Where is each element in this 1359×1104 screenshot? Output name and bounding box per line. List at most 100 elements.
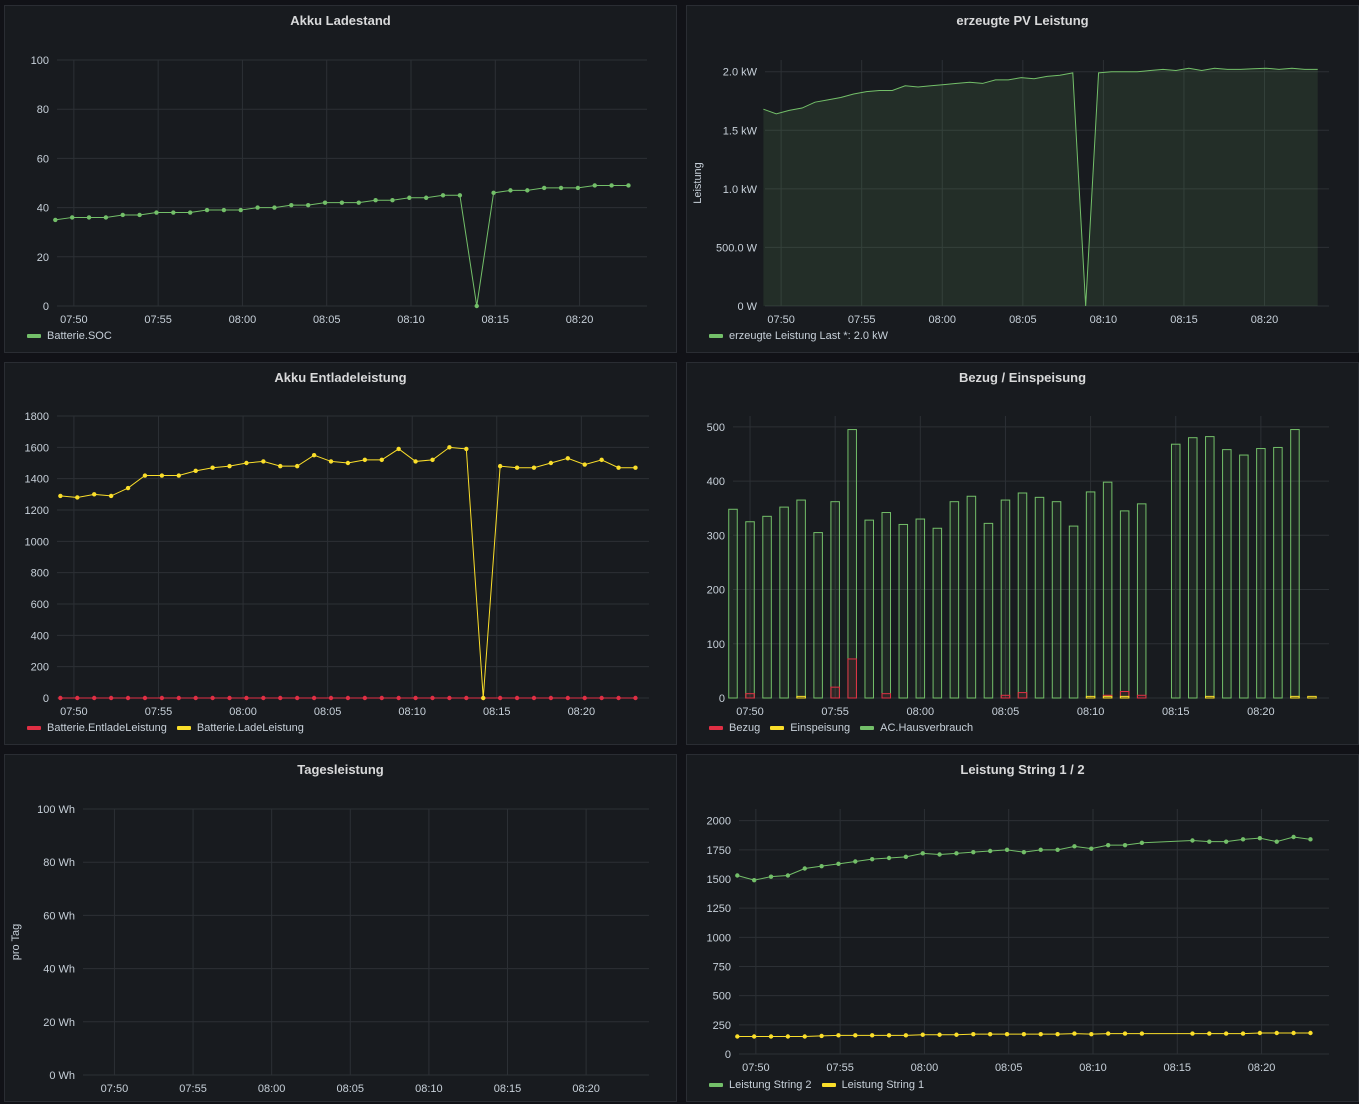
bar-bezug — [1000, 694, 1011, 699]
y-tick-label: 500 — [713, 991, 731, 1003]
y-tick-label: 1.5 kW — [723, 125, 758, 137]
data-point-leistung-string-2 — [1105, 842, 1111, 848]
data-point-batterie-soc — [541, 185, 547, 191]
bar-ac-hausverbrauch — [1205, 436, 1215, 699]
bar-ac-hausverbrauch — [1068, 525, 1079, 699]
data-point-batterie-entladeleistung — [514, 695, 520, 701]
y-tick-label: 500 — [707, 422, 725, 434]
bar-ac-hausverbrauch — [1273, 446, 1283, 699]
data-point-batterie-ladeleistung — [142, 473, 148, 478]
x-tick-label: 08:00 — [229, 314, 257, 326]
data-point-leistung-string-1 — [853, 1033, 858, 1038]
series-area-erzeugte-leistung — [763, 68, 1318, 306]
data-point-batterie-soc — [390, 198, 395, 203]
x-tick-label: 08:10 — [415, 1083, 443, 1095]
data-point-batterie-entladeleistung — [311, 695, 317, 701]
panel-akku-entladeleistung[interactable]: Akku Entladeleistung 0 200 400 600 800 1000 12… — [4, 362, 677, 745]
y-tick-label: 1800 — [25, 411, 49, 423]
panel-title[interactable]: Tagesleistung — [297, 762, 384, 777]
bar-ac-hausverbrauch — [1102, 481, 1113, 699]
data-point-leistung-string-2 — [1240, 837, 1246, 842]
legend: Bezug Einspeisung AC.Hausverbrauch — [709, 722, 973, 734]
legend-item[interactable]: Batterie.LadeLeistung — [176, 722, 304, 734]
bar-ac-hausverbrauch — [779, 506, 789, 699]
legend-item[interactable]: Batterie.EntladeLeistung — [27, 722, 167, 734]
data-point-leistung-string-2 — [1274, 839, 1279, 844]
data-point-leistung-string-2 — [987, 848, 993, 854]
y-tick-label: 40 — [37, 203, 49, 215]
data-point-batterie-soc — [356, 200, 361, 205]
panel-tagesleistung[interactable]: Tagesleistung 0 Wh 20 Wh 40 Wh 60 Wh 80 Wh 10… — [4, 754, 677, 1102]
x-tick-label: 08:15 — [1164, 1062, 1192, 1074]
x-tick-label: 07:50 — [742, 1062, 770, 1074]
data-point-batterie-soc — [558, 185, 564, 191]
data-point-batterie-ladeleistung — [481, 695, 486, 701]
x-tick-label: 08:20 — [1247, 706, 1275, 718]
data-point-leistung-string-1 — [751, 1034, 757, 1039]
data-point-leistung-string-1 — [920, 1032, 925, 1037]
legend-item[interactable]: erzeugte Leistung Last *: 2.0 kW — [709, 330, 888, 342]
legend-item[interactable]: Einspeisung — [770, 722, 850, 734]
panel-title[interactable]: Bezug / Einspeisung — [958, 370, 1087, 385]
bar-bezug — [745, 693, 755, 699]
legend-item[interactable]: Bezug — [709, 722, 760, 734]
legend-item[interactable]: Leistung String 1 — [821, 1079, 924, 1091]
data-point-leistung-string-1 — [1055, 1031, 1060, 1037]
x-tick-label: 08:15 — [483, 706, 511, 718]
data-point-leistung-string-1 — [802, 1034, 807, 1039]
legend-label: Batterie.LadeLeistung — [196, 722, 304, 734]
data-point-batterie-ladeleistung — [633, 465, 638, 470]
legend-item[interactable]: Batterie.SOC — [27, 330, 112, 342]
bar-ac-hausverbrauch — [1222, 449, 1232, 699]
x-tick-label: 07:55 — [826, 1062, 854, 1074]
data-point-batterie-entladeleistung — [616, 695, 621, 701]
y-axis-label: pro Tag — [10, 924, 22, 961]
panel-title[interactable]: Akku Entladeleistung — [274, 370, 407, 385]
legend-swatch — [27, 726, 41, 730]
data-point-leistung-string-2 — [1257, 835, 1263, 841]
data-point-batterie-ladeleistung — [278, 463, 283, 469]
data-point-batterie-entladeleistung — [582, 695, 587, 701]
x-tick-label: 08:00 — [258, 1083, 286, 1095]
x-tick-label: 08:10 — [397, 314, 425, 326]
data-point-leistung-string-2 — [785, 873, 791, 878]
data-point-batterie-soc — [120, 212, 125, 218]
data-point-batterie-entladeleistung — [294, 695, 300, 701]
x-tick-label: 07:55 — [179, 1083, 207, 1095]
panel-title[interactable]: Leistung String 1 / 2 — [960, 762, 1085, 777]
panel-title[interactable]: erzeugte PV Leistung — [956, 13, 1089, 28]
panel-bezug-einspeisung[interactable]: Bezug / Einspeisung 0 100 200 300 400 500 07:5… — [686, 362, 1359, 745]
legend-label: Leistung String 2 — [729, 1079, 812, 1091]
y-tick-label: 0 — [719, 693, 725, 705]
panel-akku-ladestand[interactable]: Akku Ladestand 0 20 40 60 80 100 07:50 07:55 08:… — [4, 5, 677, 353]
data-point-leistung-string-2 — [1038, 847, 1043, 853]
legend-item[interactable]: AC.Hausverbrauch — [860, 722, 973, 734]
data-point-leistung-string-2 — [1072, 844, 1077, 849]
data-point-batterie-soc — [339, 200, 345, 205]
data-point-leistung-string-2 — [920, 851, 925, 856]
data-point-batterie-ladeleistung — [599, 457, 604, 463]
x-tick-label: 07:55 — [145, 706, 173, 718]
data-point-leistung-string-1 — [1139, 1031, 1145, 1036]
chart-leistung-string: 0 250 500 750 1000 1250 1500 1750 2000 07:50 07:55… — [707, 809, 1329, 1074]
data-point-leistung-string-1 — [971, 1031, 976, 1037]
bar-einspeisung — [1205, 695, 1215, 699]
y-tick-label: 1750 — [707, 845, 731, 857]
data-point-leistung-string-2 — [1308, 837, 1313, 842]
data-point-batterie-entladeleistung — [345, 695, 351, 701]
y-tick-label: 0 — [725, 1049, 731, 1061]
bar-ac-hausverbrauch — [966, 495, 977, 699]
data-point-batterie-ladeleistung — [430, 457, 435, 463]
data-point-batterie-entladeleistung — [159, 695, 165, 701]
bar-ac-hausverbrauch — [1119, 510, 1130, 699]
panel-pv-leistung[interactable]: erzeugte PV Leistung 0 W 500.0 W 1.0 kW 1.5… — [686, 5, 1359, 353]
data-point-batterie-soc — [322, 200, 328, 205]
legend-item[interactable]: Leistung String 2 — [709, 1079, 812, 1091]
data-point-leistung-string-2 — [1291, 834, 1296, 840]
data-point-leistung-string-2 — [1122, 842, 1128, 848]
data-point-batterie-entladeleistung — [125, 695, 131, 701]
panel-title[interactable]: Akku Ladestand — [290, 13, 391, 28]
panel-leistung-string[interactable]: Leistung String 1 / 2 0 250 500 750 1000 1250… — [686, 754, 1359, 1102]
y-tick-label: 2.0 kW — [723, 67, 758, 79]
x-tick-label: 07:50 — [767, 314, 795, 326]
